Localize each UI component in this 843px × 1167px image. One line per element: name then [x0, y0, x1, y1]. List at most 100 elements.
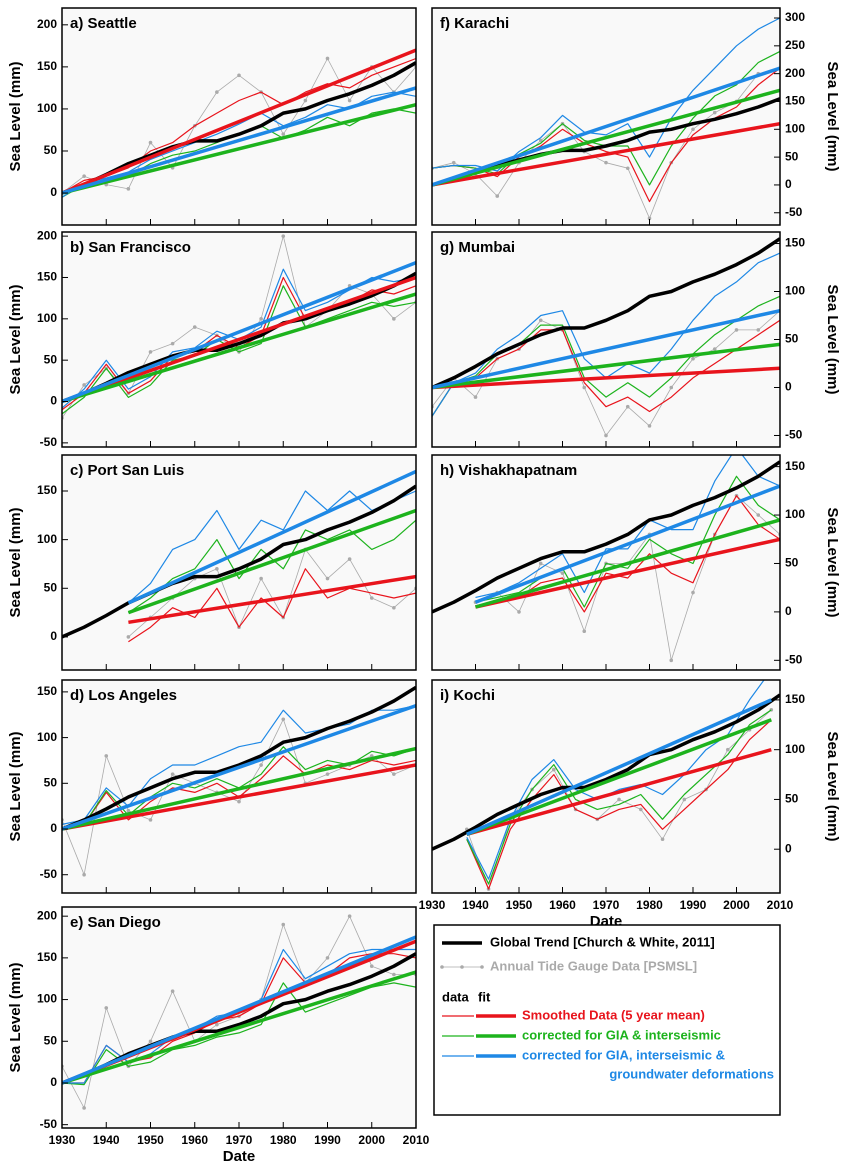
gauge-point	[82, 872, 86, 877]
x-tick-label: 1990	[680, 898, 707, 912]
legend-box	[433, 924, 781, 1116]
plot-area	[432, 455, 780, 663]
y-axis-label: Sea Level (mm)	[7, 731, 24, 841]
y-tick-label: 150	[37, 270, 57, 284]
gauge-point	[392, 972, 396, 977]
y-tick-label: 200	[37, 908, 57, 922]
y-tick-label: 100	[37, 730, 57, 744]
series-line	[432, 693, 780, 851]
gauge-point	[347, 98, 352, 103]
x-tick-label: 1940	[93, 1133, 120, 1147]
gauge-point	[126, 808, 131, 813]
x-tick-label: 1960	[181, 1133, 208, 1147]
y-tick-label: 0	[785, 177, 792, 191]
gauge-point	[82, 174, 86, 179]
gauge-point	[215, 1022, 219, 1027]
gauge-point	[639, 807, 643, 812]
y-axis-label: Sea Level (mm)	[824, 731, 841, 841]
gauge-point	[473, 395, 478, 399]
x-tick-label: 1930	[49, 1133, 76, 1147]
gauge-point	[325, 956, 330, 960]
gauge-point	[712, 347, 717, 351]
gauge-point	[691, 356, 695, 361]
gauge-point	[517, 610, 521, 614]
y-tick-label: 300	[785, 10, 805, 24]
gauge-point	[281, 234, 286, 238]
gauge-point	[625, 166, 630, 171]
y-tick-label: -50	[40, 867, 58, 881]
series-line	[474, 484, 780, 604]
y-tick-label: 200	[785, 66, 805, 80]
gauge-point	[170, 772, 175, 776]
gauge-point	[625, 404, 630, 409]
y-tick-label: 150	[37, 59, 57, 73]
series-line	[62, 703, 416, 831]
x-tick-label: 2010	[403, 1133, 430, 1147]
y-tick-label: 150	[37, 483, 57, 497]
gauge-point	[281, 717, 286, 722]
gauge-point	[756, 328, 761, 332]
gauge-point	[192, 325, 197, 329]
series-line	[475, 518, 780, 609]
y-tick-label: 0	[50, 629, 57, 643]
series-line	[432, 366, 780, 390]
gauge-point	[451, 160, 456, 165]
y-tick-label: 100	[37, 992, 57, 1006]
legend-label: corrected for GIA & interseismic	[522, 1027, 721, 1042]
series-line	[62, 685, 416, 831]
y-tick-label: 100	[785, 284, 805, 298]
gauge-point	[347, 557, 352, 561]
series-line	[127, 508, 416, 615]
panel-title: g) Mumbai	[440, 239, 515, 256]
x-tick-label: 1980	[270, 1133, 297, 1147]
gauge-point	[126, 635, 131, 639]
y-tick-label: 50	[785, 792, 799, 806]
gauge-point	[660, 837, 665, 842]
gauge-point	[148, 140, 153, 145]
gauge-point	[647, 216, 652, 221]
y-tick-label: -50	[785, 652, 803, 666]
y-tick-label: -50	[40, 435, 58, 449]
gauge-point	[82, 1106, 86, 1110]
y-tick-label: 50	[785, 332, 799, 346]
gauge-point	[691, 127, 695, 132]
x-tick-label: 1990	[314, 1133, 341, 1147]
y-axis-label: Sea Level (mm)	[7, 962, 24, 1072]
y-axis-label: Sea Level (mm)	[7, 507, 24, 617]
gauge-point	[259, 576, 263, 581]
gauge-point	[281, 132, 286, 136]
legend-marker	[460, 965, 464, 969]
y-tick-label: 50	[785, 556, 799, 570]
series-line	[128, 568, 416, 643]
x-axis-label: Date	[223, 1148, 256, 1162]
gauge-point	[215, 567, 219, 571]
y-tick-label: 50	[44, 1033, 58, 1047]
series-line	[432, 295, 780, 417]
series-line	[466, 748, 772, 836]
plot-area	[62, 234, 416, 420]
gauge-point	[104, 1006, 109, 1010]
y-tick-label: 0	[50, 185, 57, 199]
series-line	[62, 86, 416, 195]
gauge-point	[669, 385, 674, 390]
gauge-point	[148, 1039, 153, 1044]
gauge-point	[604, 433, 608, 438]
series-line	[466, 718, 772, 836]
gauge-point	[259, 317, 263, 321]
gauge-point	[669, 658, 674, 663]
gauge-point	[560, 571, 565, 575]
y-tick-label: 0	[785, 841, 792, 855]
gauge-point	[726, 747, 730, 752]
x-tick-label: 1950	[137, 1133, 164, 1147]
plot-background	[432, 680, 780, 893]
x-tick-label: 1930	[419, 898, 446, 912]
legend-label: Global Trend [Church & White, 2011]	[490, 934, 715, 949]
gauge-point	[325, 576, 330, 581]
series-line	[432, 308, 780, 390]
gauge-point	[392, 605, 396, 610]
gauge-point	[303, 98, 308, 103]
y-tick-label: 50	[44, 352, 58, 366]
y-tick-label: 100	[37, 101, 57, 115]
gauge-point	[148, 350, 153, 354]
